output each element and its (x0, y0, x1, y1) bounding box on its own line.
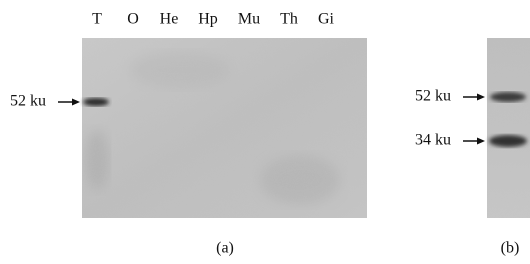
marker-arrow (463, 94, 485, 101)
blot-b (487, 38, 530, 218)
lane-label: O (127, 11, 139, 28)
lane-label: Gi (318, 11, 335, 28)
blot-a (82, 38, 367, 218)
caption: (b) (501, 240, 520, 257)
lane-label: Th (280, 11, 298, 28)
lane-labels: T O He Hp Mu Th Gi (92, 11, 334, 28)
marker-label: 52 ku (10, 93, 46, 110)
marker-label: 52 ku (415, 88, 451, 105)
figure: T O He Hp Mu Th Gi 52 ku 52 ku 34 ku (a)… (0, 0, 530, 264)
caption: (a) (216, 240, 234, 257)
lane-label: Hp (198, 11, 218, 28)
lane-label: He (160, 11, 179, 28)
marker-label: 34 ku (415, 132, 451, 149)
lane-label: Mu (238, 11, 260, 28)
marker-arrow (463, 138, 485, 145)
marker-arrow (58, 99, 80, 106)
lane-label: T (92, 11, 102, 28)
